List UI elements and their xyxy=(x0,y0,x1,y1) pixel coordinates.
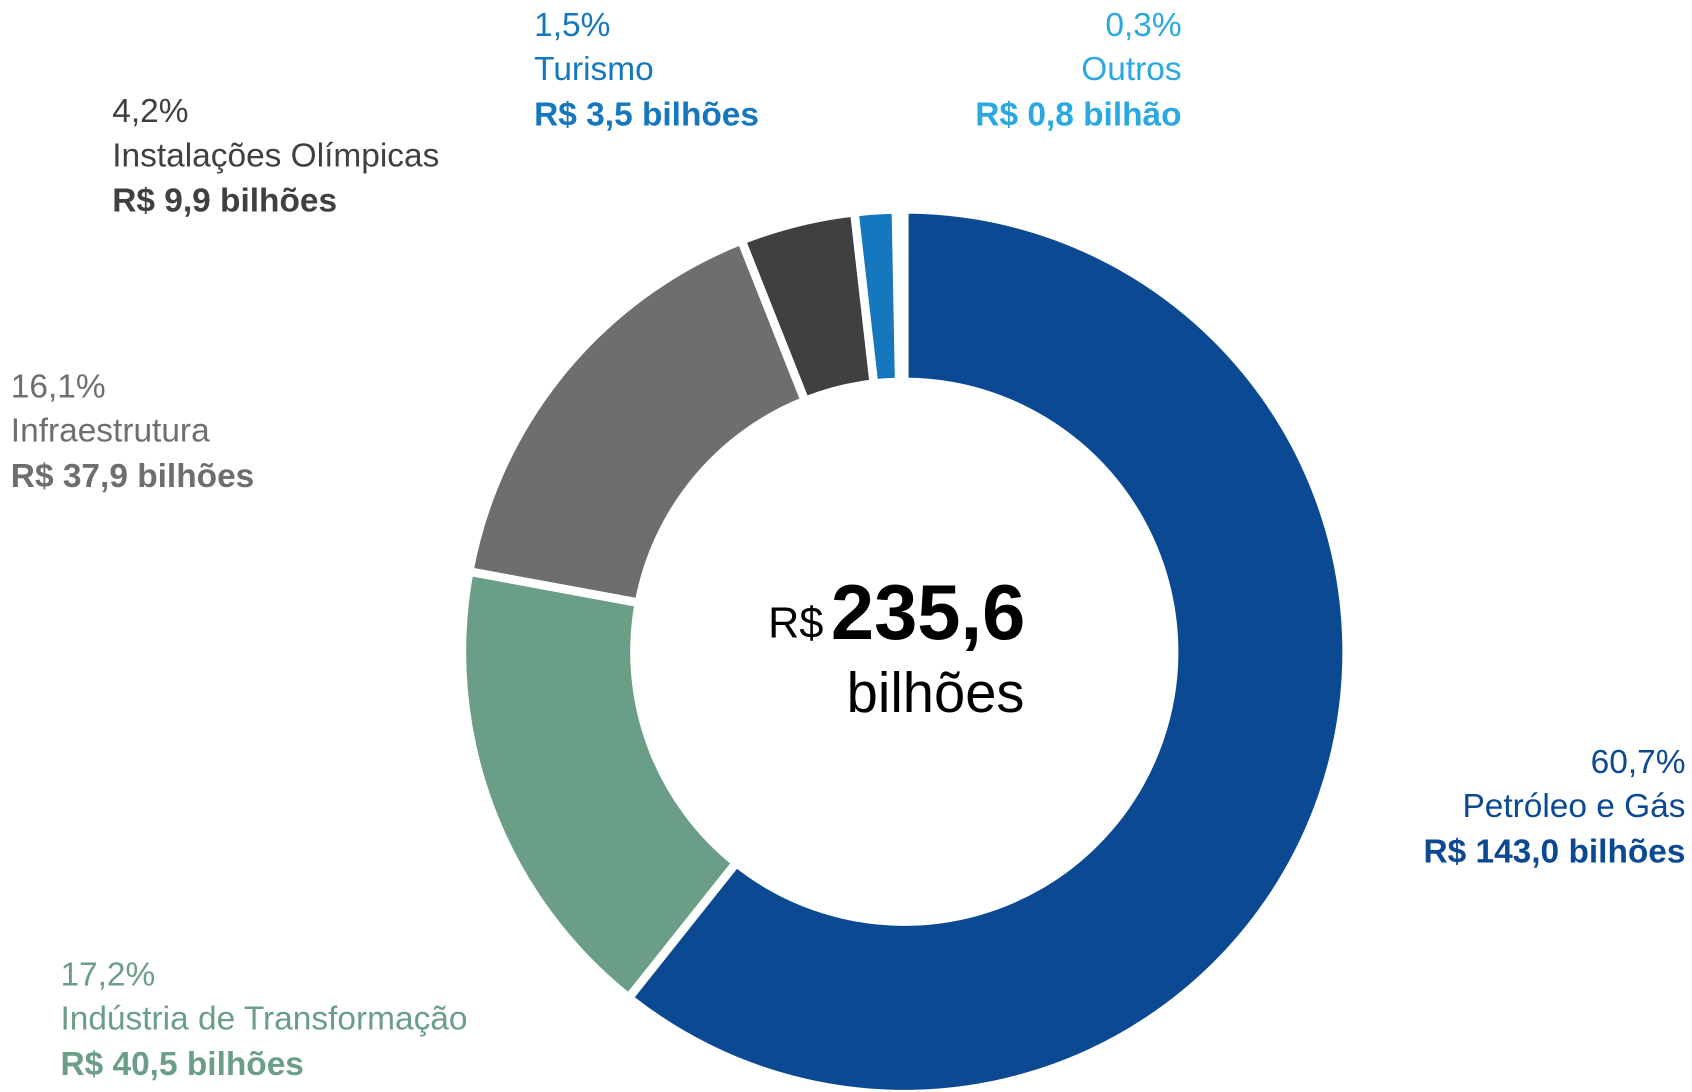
slice-name: Indústria de Transformação xyxy=(60,1001,467,1038)
slice-percent: 1,5% xyxy=(534,7,610,44)
slice-percent: 60,7% xyxy=(1591,744,1686,781)
slice-amount: R$ 0,8 bilhão xyxy=(975,96,1181,133)
donut-slice xyxy=(735,207,879,407)
slice-amount: R$ 143,0 bilhões xyxy=(1423,833,1685,870)
slice-amount: R$ 37,9 bilhões xyxy=(11,458,254,495)
donut-slice xyxy=(464,234,811,608)
slice-amount: R$ 40,5 bilhões xyxy=(60,1046,303,1083)
center-value: 235,6 xyxy=(831,570,1025,656)
slice-percent: 4,2% xyxy=(112,93,188,130)
center-prefix: R$ xyxy=(768,599,823,647)
slice-name: Outros xyxy=(1081,51,1181,88)
center-unit: bilhões xyxy=(847,661,1025,724)
slice-name: Turismo xyxy=(534,51,654,88)
donut-slice xyxy=(622,205,1351,1092)
slice-amount: R$ 3,5 bilhões xyxy=(534,96,759,133)
donut-slice xyxy=(457,566,743,1004)
slice-amount: R$ 9,9 bilhões xyxy=(112,183,337,220)
slice-percent: 17,2% xyxy=(60,956,155,993)
slice-percent: 16,1% xyxy=(11,368,106,405)
slice-name: Infraestrutura xyxy=(11,413,210,450)
slice-percent: 0,3% xyxy=(1105,7,1181,44)
slice-name: Petróleo e Gás xyxy=(1462,788,1685,825)
slice-name: Instalações Olímpicas xyxy=(112,137,439,174)
